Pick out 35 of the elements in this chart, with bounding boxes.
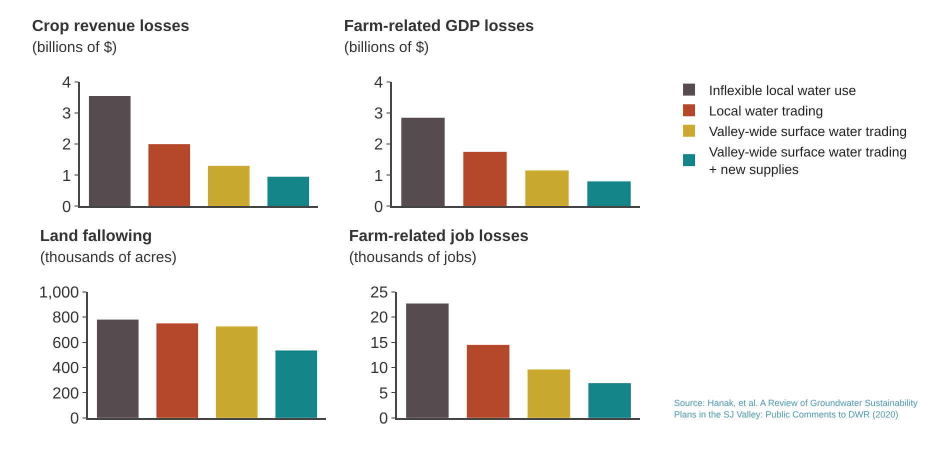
y-tick-label: 0 bbox=[379, 410, 388, 428]
y-tick-label: 3 bbox=[62, 106, 72, 123]
y-tick-label: 2 bbox=[62, 136, 72, 154]
y-tick-label: 2 bbox=[374, 136, 384, 154]
y-tick-label: 3 bbox=[374, 106, 384, 123]
source-note: Source: Hanak, et al. A Review of Groundwater Sustainability Plans in the SJ Valley: Public Comments to DWR (2020) bbox=[674, 398, 918, 420]
y-tick-label: 1 bbox=[374, 168, 384, 185]
y-tick-label: 20 bbox=[370, 310, 388, 327]
chart-subtitle: (thousands of acres) bbox=[40, 249, 177, 266]
y-tick-label: 0 bbox=[70, 410, 80, 428]
y-tick-label: 600 bbox=[52, 334, 80, 352]
y-tick-label: 5 bbox=[379, 385, 388, 402]
chart-title: Land fallowing bbox=[40, 228, 152, 245]
chart-subtitle: (billions of $) bbox=[32, 39, 118, 56]
y-tick-label: 1,000 bbox=[39, 284, 80, 302]
legend-label: Valley-wide surface water trading + new supplies bbox=[709, 144, 907, 178]
legend-label: Local water trading bbox=[709, 103, 824, 118]
y-tick-label: 4 bbox=[374, 74, 384, 92]
chart-subtitle: (billions of $) bbox=[344, 39, 430, 56]
legend-label: Inflexible local water use bbox=[709, 82, 856, 98]
y-tick-label: 25 bbox=[370, 284, 388, 302]
legend-label: Valley-wide surface water trading bbox=[709, 124, 907, 140]
chart-title: Farm-related job losses bbox=[349, 228, 529, 245]
y-tick-label: 15 bbox=[370, 334, 388, 352]
chart-title: Crop revenue losses bbox=[32, 18, 190, 35]
chart-title: Farm-related GDP losses bbox=[344, 18, 534, 35]
y-tick-label: 200 bbox=[52, 385, 80, 402]
y-tick-label: 10 bbox=[370, 360, 388, 378]
y-tick-label: 4 bbox=[62, 74, 72, 92]
y-tick-label: 400 bbox=[52, 360, 80, 378]
chart-subtitle: (thousands of jobs) bbox=[349, 249, 477, 266]
y-tick-label: 0 bbox=[62, 198, 72, 216]
y-tick-label: 1 bbox=[62, 168, 72, 185]
y-tick-label: 800 bbox=[52, 310, 80, 327]
y-tick-label: 0 bbox=[374, 198, 384, 216]
